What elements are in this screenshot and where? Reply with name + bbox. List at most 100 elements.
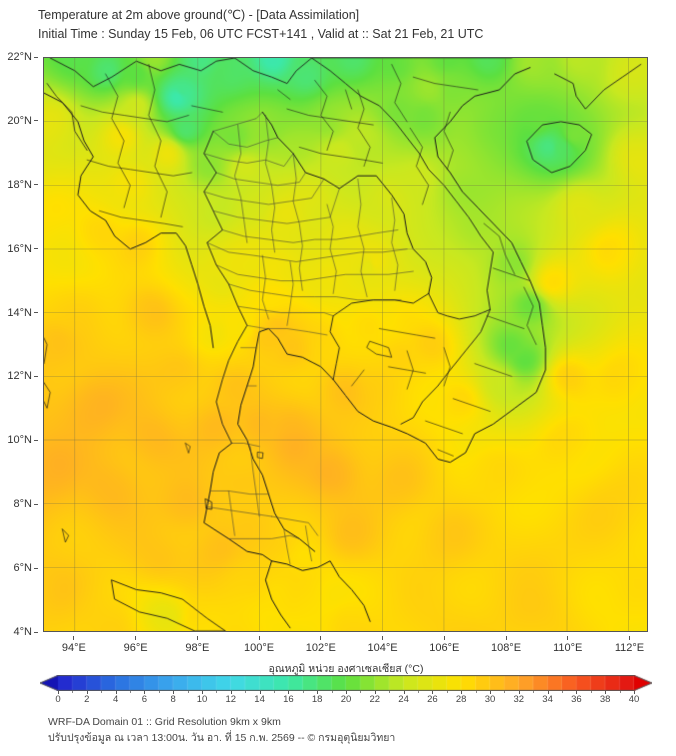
longitude-tick-label: 98°E xyxy=(185,642,210,654)
colorbar-tick xyxy=(490,691,491,694)
latitude-tick-label: 4°N xyxy=(13,626,32,638)
longitude-axis: 94°E 96°E 98°E 100°E 102°E 104°E 106°E 108°E 110… xyxy=(43,636,648,654)
colorbar-tick-label: 8 xyxy=(170,694,176,705)
chart-title: Temperature at 2m above ground(℃) - [Dat… xyxy=(38,8,360,22)
colorbar-tick-label: 36 xyxy=(571,694,582,705)
latitude-tick xyxy=(34,439,38,441)
map-plot-area[interactable] xyxy=(43,57,648,632)
longitude-tick xyxy=(567,636,569,640)
colorbar-minor-tick xyxy=(619,691,621,693)
colorbar-tick-label: 34 xyxy=(542,694,553,705)
longitude-tick-label: 112°E xyxy=(614,642,645,654)
colorbar-tick xyxy=(173,691,175,694)
colorbar-minor-tick xyxy=(389,691,391,693)
colorbar-tick xyxy=(115,691,117,694)
colorbar-ticks: 0 2 4 6 8 10 12 14 16 18 20 22 24 26 28 30 32 34 36 38 40 xyxy=(40,691,652,706)
colorbar-minor-tick xyxy=(101,691,103,693)
longitude-tick xyxy=(320,636,322,640)
colorbar-tick-label: 22 xyxy=(369,694,381,705)
longitude-tick xyxy=(382,636,384,640)
longitude-tick-label: 94°E xyxy=(61,642,86,654)
latitude-axis: 22°N 20°N 18°N 16°N 14°N 12°N 10°N 8°N 6°N 4°N xyxy=(0,51,38,638)
chart-header: Temperature at 2m above ground(℃) - [Dat… xyxy=(38,6,658,44)
longitude-tick xyxy=(505,636,507,640)
colorbar-minor-tick xyxy=(504,691,506,693)
longitude-tick-label: 104°E xyxy=(367,642,398,654)
colorbar-minor-tick xyxy=(446,691,448,693)
colorbar-tick-label: 18 xyxy=(311,694,323,705)
latitude-tick-label: 20°N xyxy=(7,114,32,127)
colorbar-tick-label: 12 xyxy=(225,694,237,705)
latitude-tick-label: 8°N xyxy=(13,498,32,511)
colorbar-tick xyxy=(58,691,59,694)
longitude-tick-label: 102°E xyxy=(305,642,336,654)
footer-domain-info: WRF-DA Domain 01 :: Grid Resolution 9km … xyxy=(48,716,281,728)
colorbar-minor-tick xyxy=(475,691,477,693)
colorbar-tick-label: 26 xyxy=(427,694,438,705)
latitude-tick-label: 14°N xyxy=(7,306,32,319)
colorbar-minor-tick xyxy=(360,691,362,693)
colorbar-gradient xyxy=(40,675,652,691)
colorbar-minor-tick xyxy=(590,691,592,693)
latitude-tick xyxy=(34,184,38,186)
colorbar-minor-tick xyxy=(418,691,419,693)
latitude-tick-label: 22°N xyxy=(7,51,32,63)
colorbar-tick xyxy=(288,691,290,694)
colorbar-tick-label: 6 xyxy=(141,694,148,705)
colorbar-minor-tick xyxy=(331,691,333,693)
latitude-tick-label: 18°N xyxy=(7,178,32,191)
latitude-tick xyxy=(34,248,38,250)
colorbar-tick-label: 24 xyxy=(398,694,409,705)
colorbar-minor-tick xyxy=(72,691,74,693)
latitude-tick-label: 6°N xyxy=(13,562,32,575)
colorbar-minor-tick xyxy=(533,691,535,693)
latitude-tick-label: 12°N xyxy=(7,370,32,383)
colorbar-minor-tick xyxy=(302,691,304,693)
colorbar-minor-tick xyxy=(245,691,247,693)
chart-subtitle: Initial Time : Sunday 15 Feb, 06 UTC FCS… xyxy=(38,27,484,41)
chart-footer: WRF-DA Domain 01 :: Grid Resolution 9km … xyxy=(48,714,648,746)
colorbar-minor-tick xyxy=(274,691,275,693)
colorbar-tick xyxy=(634,691,635,694)
longitude-tick xyxy=(628,636,630,640)
latitude-tick xyxy=(34,631,38,633)
colorbar: อุณหภูมิ หน่วย องศาเซลเซียส (°C) 0 2 4 6 8 10… xyxy=(40,660,652,706)
longitude-tick xyxy=(135,636,137,640)
colorbar-tick xyxy=(346,691,347,694)
colorbar-tick xyxy=(202,691,203,694)
longitude-tick-label: 96°E xyxy=(123,642,148,654)
colorbar-minor-tick xyxy=(130,691,131,693)
temperature-field-heatmap xyxy=(44,58,647,631)
longitude-tick-label: 100°E xyxy=(244,642,275,654)
colorbar-tick-label: 0 xyxy=(55,694,61,705)
colorbar-tick xyxy=(230,691,232,694)
latitude-tick xyxy=(34,503,38,505)
colorbar-tick xyxy=(605,691,607,694)
colorbar-tick-label: 40 xyxy=(628,694,640,705)
footer-credit: ปรับปรุงข้อมูล ณ เวลา 13:00น. วัน อา. ที… xyxy=(48,732,396,744)
colorbar-tick-label: 10 xyxy=(196,694,208,705)
longitude-tick-label: 106°E xyxy=(429,642,460,654)
latitude-tick-label: 16°N xyxy=(7,242,32,255)
latitude-tick xyxy=(34,56,38,58)
colorbar-tick-label: 16 xyxy=(283,694,294,705)
colorbar-tick xyxy=(547,691,549,694)
latitude-tick xyxy=(34,312,38,314)
longitude-tick-label: 110°E xyxy=(553,642,583,654)
colorbar-minor-tick xyxy=(216,691,218,693)
colorbar-tick xyxy=(403,691,405,694)
colorbar-tick xyxy=(518,691,520,694)
longitude-tick-label: 108°E xyxy=(490,642,522,654)
longitude-tick xyxy=(258,636,260,640)
colorbar-tick xyxy=(144,691,146,694)
longitude-tick xyxy=(196,636,198,640)
colorbar-minor-tick xyxy=(158,691,160,693)
colorbar-tick-label: 14 xyxy=(254,694,265,705)
colorbar-tick-label: 32 xyxy=(513,694,525,705)
colorbar-tick-label: 30 xyxy=(484,694,496,705)
colorbar-tick xyxy=(317,691,319,694)
colorbar-title: อุณหภูมิ หน่วย องศาเซลเซียส (°C) xyxy=(268,663,424,675)
colorbar-tick-label: 4 xyxy=(112,694,119,705)
colorbar-tick xyxy=(374,691,376,694)
longitude-tick xyxy=(73,636,75,640)
